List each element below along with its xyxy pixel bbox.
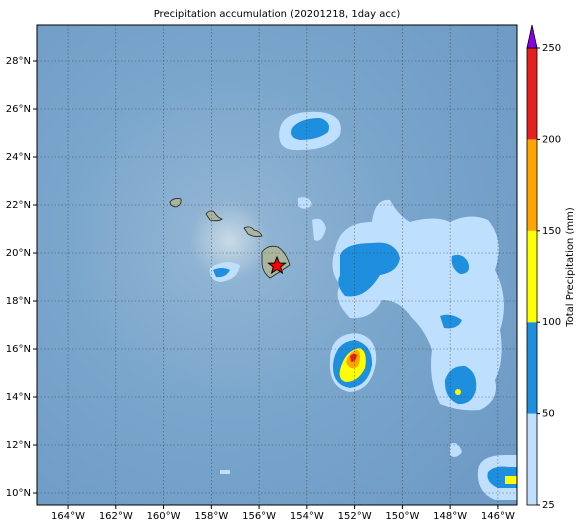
y-tick-label: 24°N — [6, 152, 31, 163]
y-tick-label: 16°N — [6, 344, 31, 355]
colorbar-label: Total Precipitation (mm) — [565, 207, 576, 328]
colorbar-segment — [527, 48, 537, 140]
colorbar-tick-label: 25 — [542, 500, 555, 511]
colorbar: 25 50 100 150 200 250 — [526, 24, 561, 511]
x-tick-label: 154°W — [290, 511, 324, 522]
graticule — [37, 25, 517, 505]
colorbar-tick-label: 50 — [542, 409, 555, 420]
map-area — [37, 25, 517, 505]
colorbar-segment — [527, 230, 537, 323]
x-tick-label: 146°W — [481, 511, 515, 522]
x-tick-label: 148°W — [433, 511, 467, 522]
colorbar-frame — [526, 47, 538, 506]
y-tick-label: 18°N — [6, 296, 31, 307]
x-tick-label: 160°W — [147, 511, 181, 522]
y-tick-label: 28°N — [6, 56, 31, 67]
map-title: Precipitation accumulation (20201218, 1d… — [154, 9, 401, 20]
location-marker — [267, 255, 287, 275]
x-tick-label: 156°W — [242, 511, 276, 522]
y-tick-label: 12°N — [6, 440, 31, 451]
x-tick-label: 158°W — [194, 511, 228, 522]
x-tick-label: 162°W — [99, 511, 133, 522]
x-tick-label: 164°W — [51, 511, 85, 522]
y-tick-label: 26°N — [6, 104, 31, 115]
precip-extreme — [350, 353, 357, 362]
colorbar-extension — [526, 24, 538, 49]
colorbar-segment — [527, 322, 537, 414]
y-tick-label: 14°N — [6, 392, 31, 403]
colorbar-segment — [527, 413, 537, 505]
colorbar-tick-label: 200 — [542, 134, 561, 145]
map-frame — [36, 24, 518, 506]
colorbar-tick-label: 150 — [542, 226, 561, 237]
colorbar-segment — [527, 139, 537, 231]
x-tick-label: 150°W — [385, 511, 419, 522]
x-tick-label: 152°W — [338, 511, 372, 522]
y-tick-label: 20°N — [6, 248, 31, 259]
y-tick-label: 22°N — [6, 200, 31, 211]
colorbar-tick-label: 250 — [542, 43, 561, 54]
colorbar-tick-label: 100 — [542, 317, 561, 328]
y-tick-label: 10°N — [6, 488, 31, 499]
